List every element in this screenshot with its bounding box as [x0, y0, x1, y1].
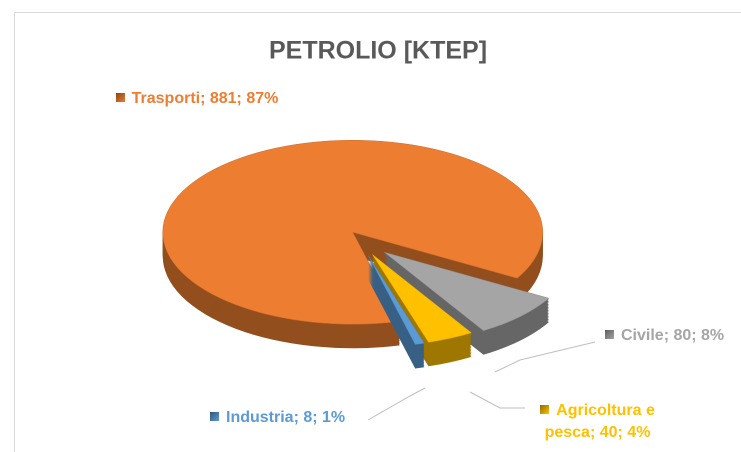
slice	[162, 140, 543, 325]
slice	[372, 254, 473, 343]
legend-marker	[605, 330, 614, 339]
legend-marker	[210, 412, 219, 421]
data-label: Agricoltura e pesca; 40; 4%	[520, 400, 675, 444]
data-label-text: Industria; 8; 1%	[226, 409, 346, 426]
slice	[384, 251, 550, 331]
data-label: Trasporti; 881; 87%	[112, 88, 282, 110]
data-label-text: Trasporti; 881; 87%	[131, 90, 279, 107]
chart-border	[14, 12, 741, 452]
data-label: Industria; 8; 1%	[210, 407, 380, 429]
data-label-text: Agricoltura e pesca; 40; 4%	[544, 402, 655, 441]
slice	[367, 255, 425, 345]
data-label-text: Civile; 80; 8%	[621, 327, 725, 344]
legend-marker	[115, 93, 125, 102]
leader-line	[494, 341, 596, 373]
legend-marker	[540, 405, 550, 414]
leader-line	[469, 391, 525, 409]
leader-line	[367, 387, 426, 421]
chart-title: PETROLIO [KTEP]	[269, 37, 487, 65]
data-label: Civile; 80; 8%	[605, 325, 741, 347]
